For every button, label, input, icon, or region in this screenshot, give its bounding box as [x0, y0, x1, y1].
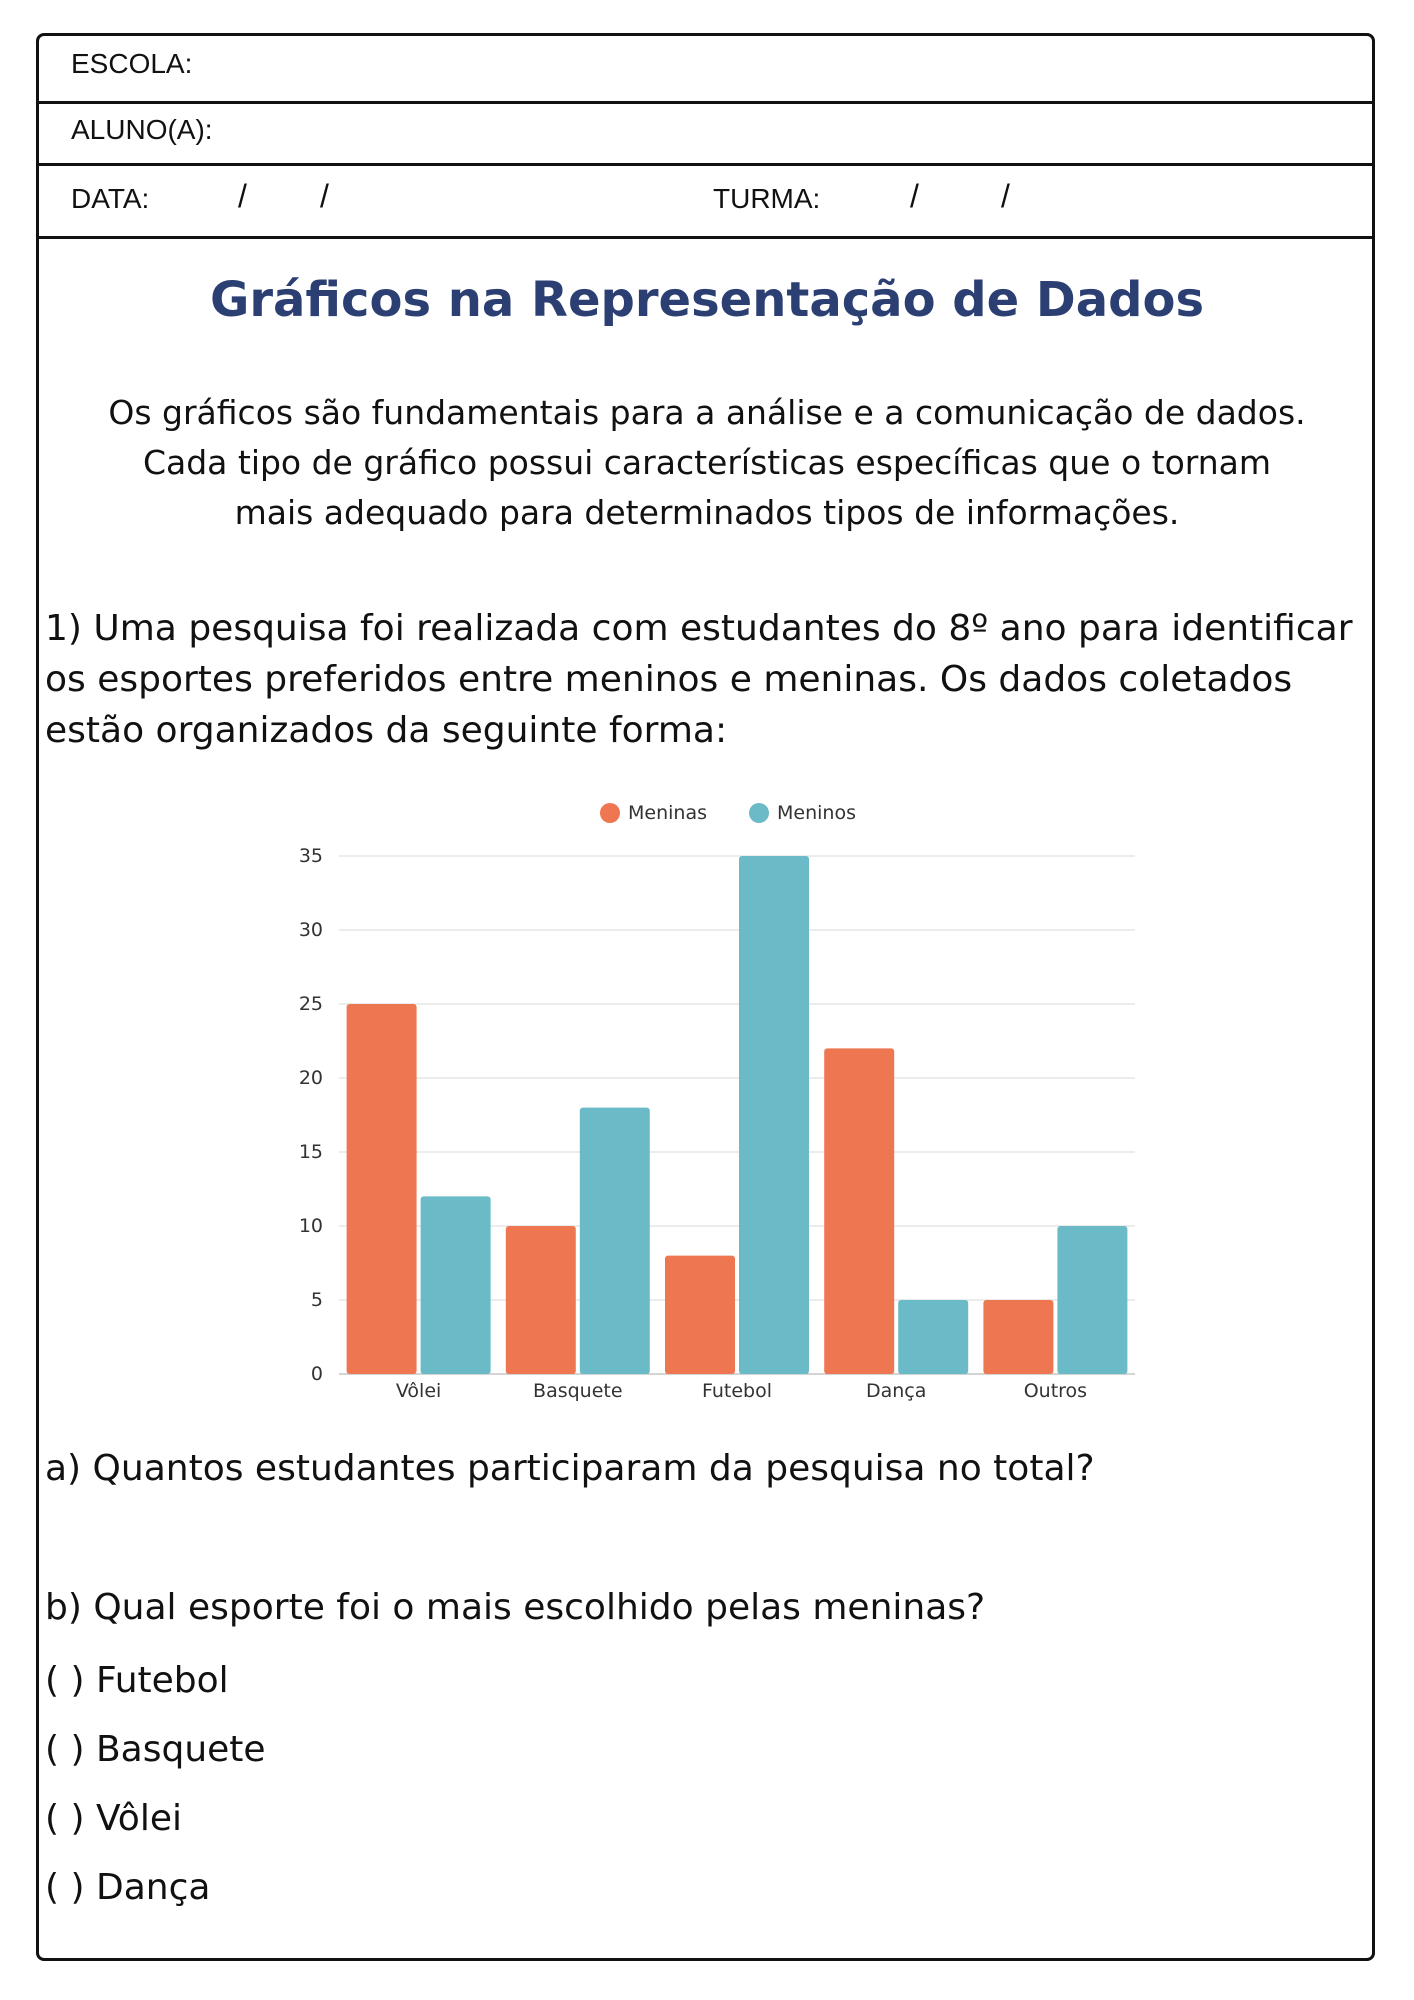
question-1-line: os esportes preferidos entre meninos e m…	[45, 659, 1293, 700]
option-basquete[interactable]: ( ) Basquete	[45, 1729, 266, 1770]
question-1-line: estão organizados da seguinte forma:	[45, 710, 728, 751]
worksheet-frame: ESCOLA: ALUNO(A): DATA: / / TURMA: / /	[36, 33, 1375, 1961]
legend-meninas-label: Meninas	[628, 802, 707, 824]
intro-line: Os gráficos são fundamentais para a anál…	[108, 393, 1306, 432]
student-label: ALUNO(A):	[71, 114, 213, 145]
option-volei[interactable]: ( ) Vôlei	[45, 1798, 182, 1839]
question-b: b) Qual esporte foi o mais escolhido pel…	[45, 1587, 986, 1628]
legend-meninos-swatch	[749, 803, 769, 823]
student-row: ALUNO(A):	[39, 104, 1372, 166]
legend-meninos: Meninos	[749, 802, 856, 824]
option-danca[interactable]: ( ) Dança	[45, 1867, 211, 1908]
question-1: 1) Uma pesquisa foi realizada com estuda…	[45, 603, 1353, 756]
class-slash-2: /	[1001, 178, 1010, 214]
question-a: a) Quantos estudantes participaram da pe…	[45, 1448, 1095, 1489]
intro-paragraph: Os gráficos são fundamentais para a anál…	[107, 388, 1307, 538]
school-row: ESCOLA:	[39, 36, 1372, 104]
legend-meninos-label: Meninos	[777, 802, 856, 824]
intro-line: Cada tipo de gráfico possui característi…	[142, 443, 1272, 482]
legend-meninas: Meninas	[600, 802, 707, 824]
page-title: Gráficos na Representação de Dados	[209, 272, 1205, 328]
class-slash-1: /	[910, 178, 919, 214]
legend-meninas-swatch	[600, 803, 620, 823]
date-slash-2: /	[320, 178, 329, 214]
school-label: ESCOLA:	[71, 48, 193, 79]
date-class-row: DATA: / / TURMA: / /	[39, 166, 1372, 239]
class-label: TURMA:	[713, 183, 821, 214]
intro-line: mais adequado para determinados tipos de…	[234, 493, 1180, 532]
date-label: DATA:	[71, 183, 150, 214]
question-1-line: 1) Uma pesquisa foi realizada com estuda…	[45, 608, 1353, 649]
option-futebol[interactable]: ( ) Futebol	[45, 1660, 229, 1701]
date-slash-1: /	[238, 178, 247, 214]
